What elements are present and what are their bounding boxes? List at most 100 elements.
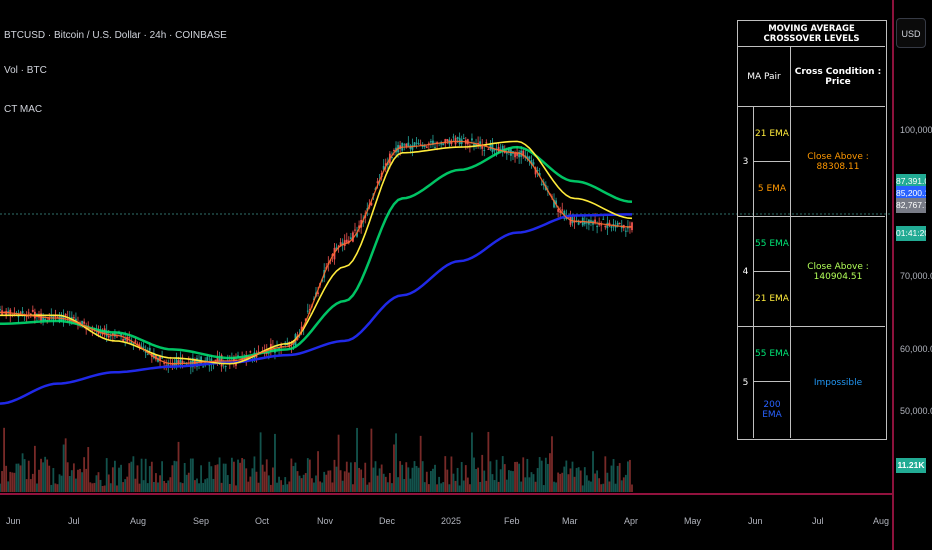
volume-bar: [561, 472, 564, 492]
volume-bar: [1, 471, 3, 492]
volume-bar: [48, 465, 51, 492]
currency-button[interactable]: USD: [896, 18, 926, 48]
candle-body: [602, 218, 605, 220]
candle-body: [134, 340, 137, 343]
candle-body: [161, 357, 164, 359]
volume-bar: [608, 481, 611, 492]
volume-bar: [306, 458, 309, 492]
volume-bar: [142, 480, 145, 492]
candle-body: [473, 143, 475, 147]
volume-bar: [89, 482, 92, 492]
volume-bar: [9, 471, 12, 492]
volume-bar: [341, 480, 344, 492]
candle-body: [64, 314, 67, 316]
volume-bar: [612, 459, 615, 492]
volume-bar: [228, 483, 231, 492]
volume-bar: [163, 480, 166, 492]
volume-bar: [29, 479, 32, 492]
volume-bar: [516, 461, 518, 492]
candle-body: [216, 357, 219, 364]
volume-bar: [218, 457, 221, 492]
volume-bar: [165, 483, 168, 492]
candle-body: [493, 148, 496, 151]
time-label: Aug: [873, 516, 890, 526]
volume-bar: [432, 468, 434, 492]
volume-bar: [134, 478, 137, 492]
volume-bar: [380, 464, 383, 492]
volume-bar: [224, 463, 227, 492]
volume-bar: [544, 457, 547, 492]
volume-bar: [514, 461, 516, 492]
candle-body: [376, 181, 379, 184]
volume-bar: [356, 427, 358, 492]
symbol-title[interactable]: BTCUSD · Bitcoin / U.S. Dollar · 24h · C…: [4, 30, 227, 41]
candle-body: [514, 152, 516, 158]
ema-5-line: [0, 140, 633, 365]
candle-body: [516, 152, 518, 156]
volume-bar: [290, 458, 293, 492]
volume-bar: [161, 461, 164, 492]
volume-bar: [196, 478, 198, 492]
volume-bar: [421, 461, 424, 492]
volume-bar: [596, 470, 599, 492]
volume-bar: [327, 470, 330, 492]
candle-body: [507, 149, 510, 153]
countdown-tag: 01:41:20: [896, 226, 926, 241]
volume-bar: [583, 467, 586, 492]
candle-body: [27, 312, 30, 314]
volume-bars: [0, 427, 633, 492]
candle-body: [631, 222, 633, 231]
candle-body: [62, 315, 65, 321]
volume-bar: [241, 457, 244, 492]
volume-bar: [555, 482, 557, 492]
volume-bar: [85, 468, 88, 492]
volume-bar: [118, 467, 120, 492]
volume-bar: [333, 459, 336, 492]
volume-bar: [204, 479, 207, 492]
volume-bar: [364, 462, 367, 492]
candle-body: [384, 163, 387, 166]
volume-bar: [251, 468, 254, 492]
volume-bar: [144, 458, 147, 492]
volume-bar: [407, 467, 410, 492]
candle-body: [116, 336, 118, 338]
candle-body: [224, 365, 227, 367]
volume-bar: [569, 468, 572, 492]
volume-bar: [368, 482, 371, 492]
col-header-condition: Cross Condition : Price: [791, 47, 885, 107]
volume-bar: [267, 475, 270, 492]
volume-bar: [111, 467, 114, 492]
time-label: Feb: [504, 516, 520, 526]
indicator-legend[interactable]: CT MAC: [4, 104, 43, 115]
volume-legend[interactable]: Vol · BTC: [4, 65, 47, 76]
volume-bar: [413, 461, 416, 492]
volume-bar: [577, 467, 580, 492]
volume-bar: [405, 462, 408, 492]
candle-body: [179, 358, 182, 368]
candle-body: [487, 148, 490, 150]
candle-body: [528, 156, 531, 160]
table-title: MOVING AVERAGE CROSSOVER LEVELS: [738, 21, 885, 47]
candle-body: [146, 354, 149, 356]
volume-bar: [399, 461, 402, 492]
candle-body: [202, 366, 205, 368]
volume-bar: [97, 472, 100, 492]
candle-body: [370, 202, 373, 206]
candle-body: [42, 316, 44, 321]
volume-bar: [343, 471, 346, 492]
volume-bar: [458, 485, 461, 492]
volume-bar: [150, 461, 153, 492]
volume-bar: [419, 435, 422, 492]
candle-body: [462, 138, 465, 140]
volume-bar: [423, 482, 426, 492]
candle-body: [538, 173, 541, 176]
volume-bar: [372, 467, 375, 492]
volume-bar: [68, 475, 71, 492]
volume-bar: [101, 485, 104, 492]
volume-bar: [116, 485, 118, 492]
volume-bar: [503, 464, 506, 492]
volume-bar: [208, 461, 211, 492]
candle-body: [553, 200, 555, 208]
volume-bar: [331, 482, 334, 492]
